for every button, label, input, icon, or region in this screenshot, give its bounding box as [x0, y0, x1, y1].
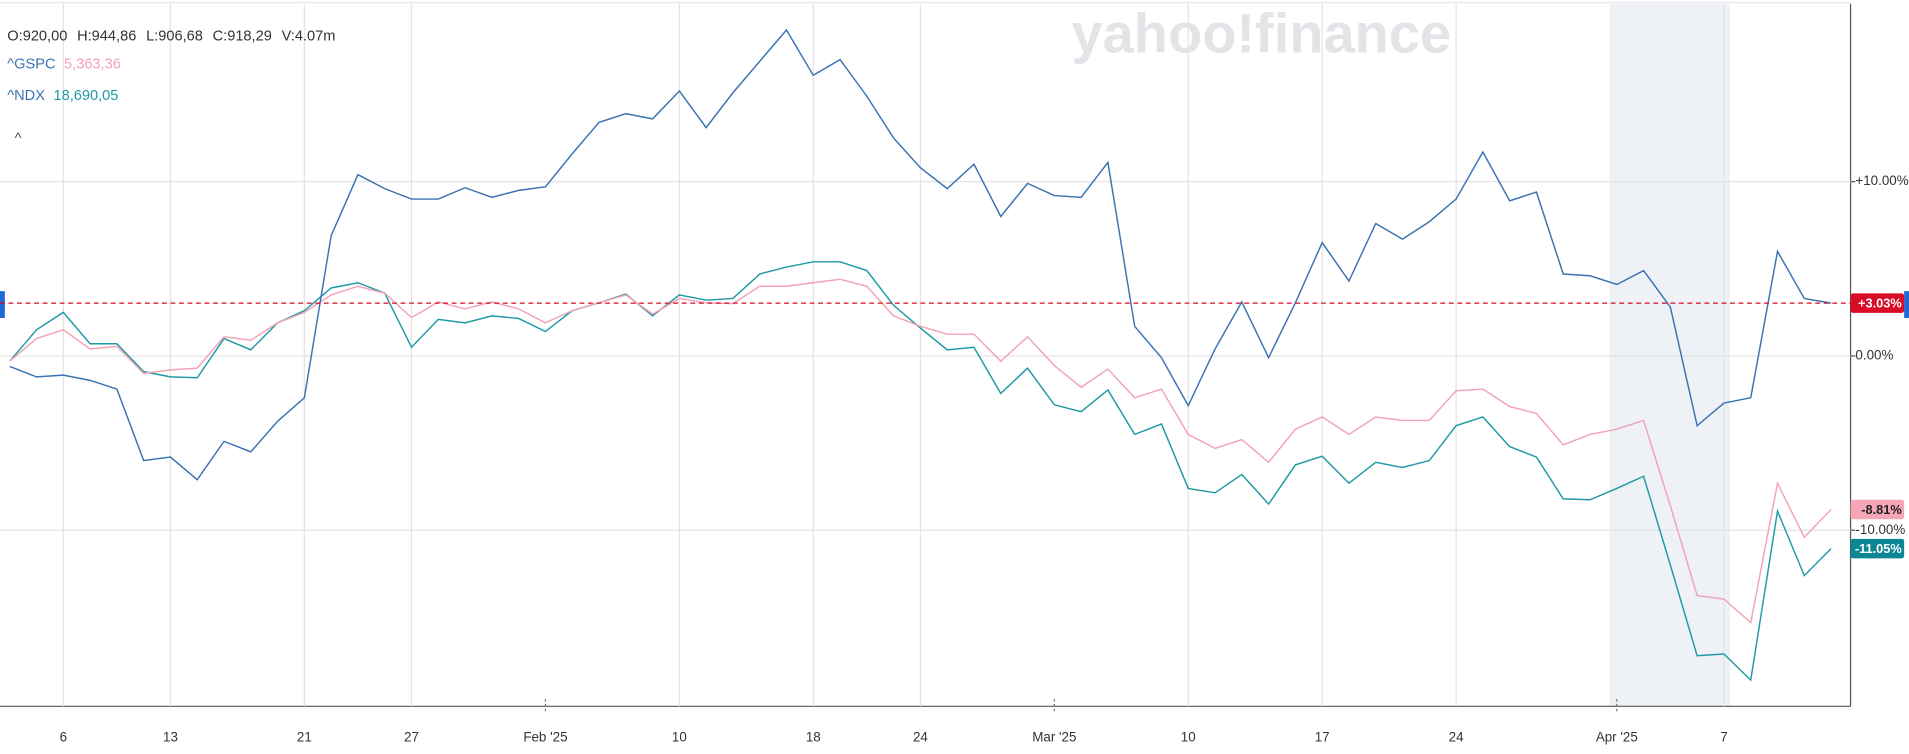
legend-name: ^GSPC	[7, 57, 55, 73]
ohlc-value: C:918,29	[213, 29, 272, 45]
ohlc-value: O:920,00	[7, 29, 67, 45]
series-line	[9, 28, 1832, 481]
x-tick-label: 10	[672, 730, 687, 745]
highlight-band	[1609, 3, 1731, 707]
collapse-button[interactable]: ^	[15, 131, 22, 147]
left-handle	[0, 291, 5, 318]
x-tick-label: 17	[1315, 730, 1330, 745]
value-badge-label: -11.05%	[1855, 541, 1902, 556]
x-tick-label: 18	[806, 730, 821, 745]
x-tick-label: 24	[913, 730, 928, 745]
ohlc-value: H:944,86	[77, 29, 136, 45]
x-tick-label: 27	[404, 730, 419, 745]
series-line	[9, 261, 1832, 682]
y-tick-label: +10.00%	[1855, 173, 1908, 188]
watermark: yahoo!finance	[1071, 2, 1451, 65]
value-badge	[1850, 293, 1905, 313]
x-tick-label: 6	[60, 730, 67, 745]
x-tick-label: 13	[163, 730, 178, 745]
x-tick-label: 7	[1720, 730, 1727, 745]
legend-quote: 18,690,05	[53, 88, 118, 104]
x-tick-label: Feb '25	[523, 730, 567, 745]
ohlc-value: L:906,68	[146, 29, 203, 45]
right-handle	[1904, 291, 1909, 318]
x-tick-label: Mar '25	[1032, 730, 1076, 745]
series-line	[9, 278, 1832, 625]
x-tick-label: 24	[1449, 730, 1464, 745]
value-badge	[1850, 499, 1905, 520]
x-tick-label: Apr '25	[1596, 730, 1638, 745]
ohlc-value: V:4.07m	[282, 29, 336, 45]
x-tick-label: 10	[1181, 730, 1196, 745]
legend-quote: 5,363,36	[64, 57, 121, 73]
y-tick-label: -10.00%	[1855, 522, 1905, 537]
legend-name: ^NDX	[7, 88, 45, 104]
x-tick-label: 21	[297, 730, 312, 745]
value-badge-label: -8.81%	[1861, 502, 1902, 517]
value-badge-label: +3.03%	[1858, 296, 1902, 311]
value-badge	[1850, 538, 1905, 559]
y-tick-label: 0.00%	[1855, 347, 1893, 362]
